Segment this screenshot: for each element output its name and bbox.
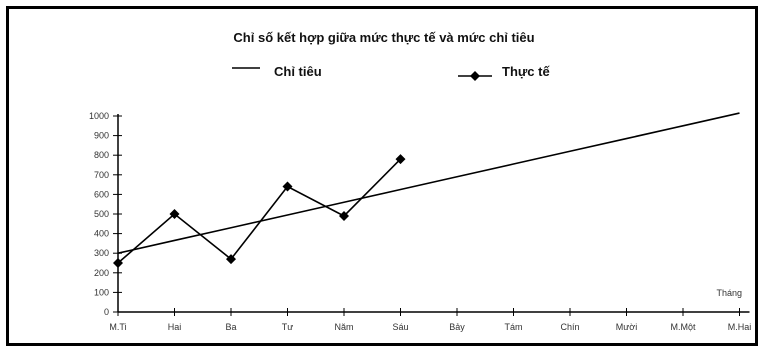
x-tick-label: Tám (505, 322, 523, 332)
data-point-actual (339, 210, 349, 221)
legend-label-actual: Thực tế (502, 64, 550, 79)
x-axis-label: Tháng (716, 288, 742, 298)
chart-legend: Chỉ tiêu Thực tế (230, 64, 590, 84)
series-line-target (117, 112, 740, 254)
data-point-actual (282, 181, 293, 192)
x-tick-label: Ba (225, 322, 236, 332)
y-tick-label: 200 (94, 268, 109, 278)
data-point-actual (169, 209, 180, 219)
x-tick-label: Sáu (392, 322, 408, 332)
legend-marker-actual (470, 71, 480, 81)
y-tick-label: 700 (94, 170, 109, 180)
legend-label-target: Chỉ tiêu (274, 64, 322, 79)
y-tick-label: 500 (94, 209, 109, 219)
y-tick-label: 400 (94, 229, 109, 239)
x-tick-label: Hai (168, 322, 182, 332)
y-tick-label: 0 (104, 307, 109, 317)
x-tick-label: Chín (560, 322, 579, 332)
y-tick-label: 1000 (89, 111, 109, 121)
chart-title: Chỉ số kết hợp giữa mức thực tế và mức c… (233, 30, 535, 45)
y-tick-label: 600 (94, 189, 109, 199)
legend-swatches (232, 67, 492, 81)
x-tick-label: M.Hai (728, 322, 752, 332)
series-line-actual (117, 158, 402, 264)
y-tick-label: 900 (94, 131, 109, 141)
y-tick-label: 300 (94, 248, 109, 258)
data-point-actual (395, 154, 406, 165)
chart-axes: 0 100 200 300 400 500 600 700 800 900 1000 M.Ti Hai B… (89, 111, 751, 332)
x-tick-label: Mười (616, 322, 637, 332)
data-point-actual (113, 258, 123, 268)
data-point-actual (226, 254, 236, 265)
x-tick-label: Tư (282, 322, 294, 332)
chart-series (113, 112, 740, 268)
chart-frame (6, 6, 758, 346)
y-tick-label: 800 (94, 150, 109, 160)
x-tick-label: M.Một (670, 322, 696, 332)
y-tick-label: 100 (94, 287, 109, 297)
x-tick-label: Năm (334, 322, 353, 332)
x-tick-label: Bảy (449, 322, 465, 332)
x-tick-label: M.Ti (109, 322, 126, 332)
